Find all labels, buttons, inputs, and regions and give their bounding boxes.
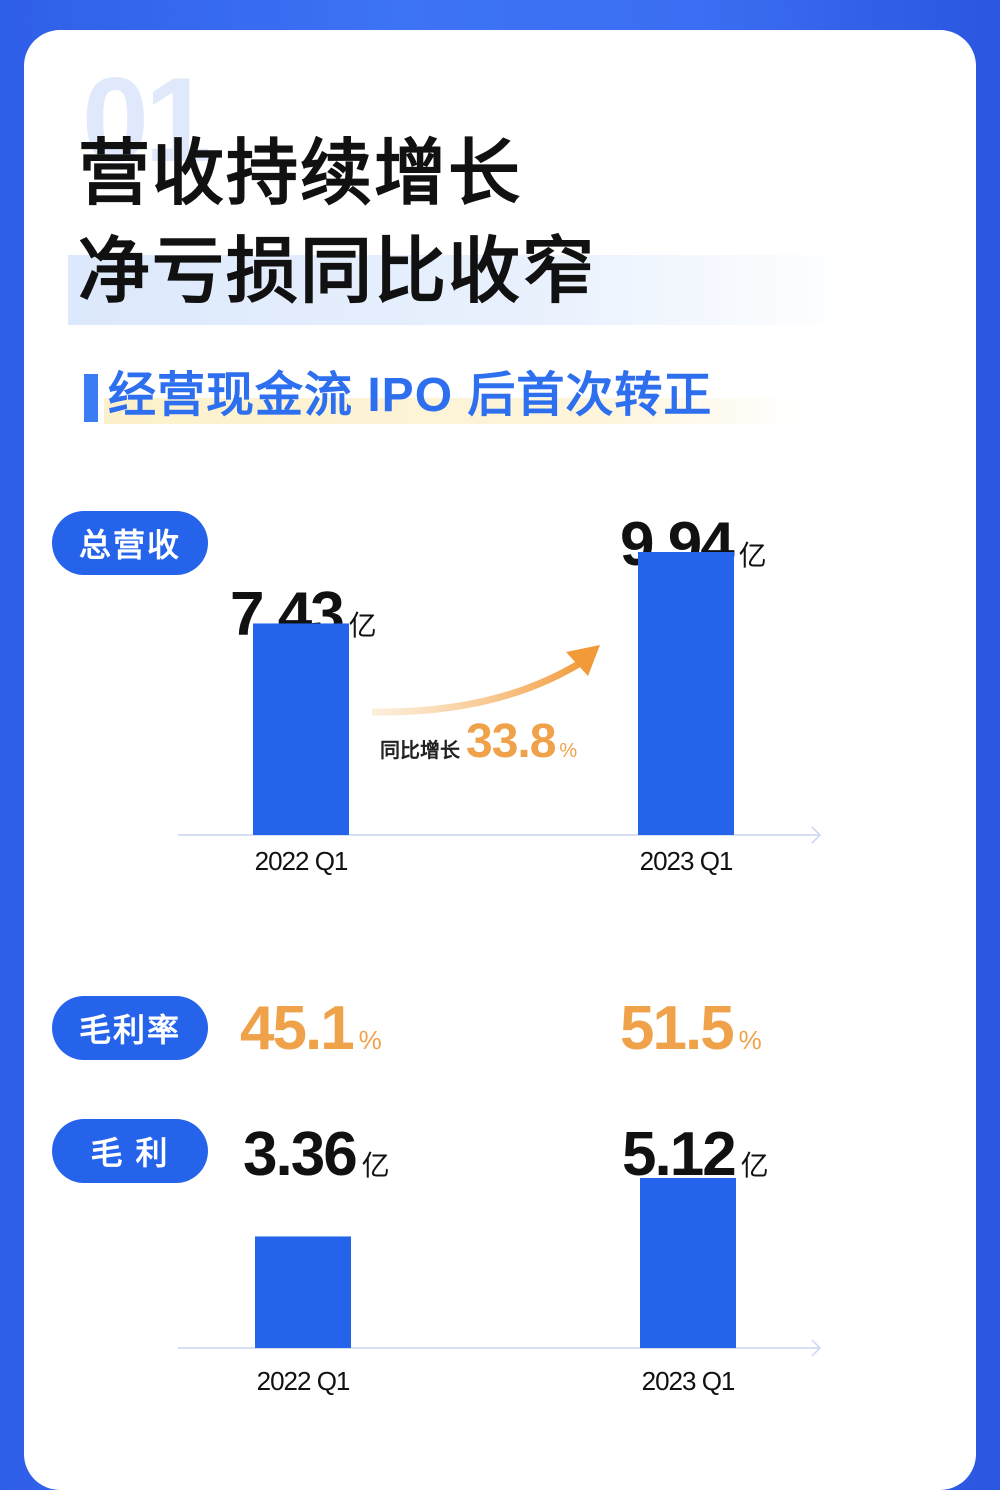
- subtitle: 经营现金流 IPO 后首次转正: [108, 369, 713, 422]
- charts-layer: 2022 Q1 2023 Q1 2022 Q1 2023 Q1: [178, 552, 822, 1396]
- growth-arrow-head: [566, 645, 600, 676]
- revenue-growth: 同比增长 33.8%: [380, 718, 577, 766]
- growth-unit: %: [559, 740, 578, 762]
- revenue-x-tick-label: 2023 Q1: [640, 846, 733, 876]
- growth-arrow-line: [371, 657, 587, 716]
- subtitle-accent-bar: [84, 374, 98, 422]
- gross-margin-2022-unit: %: [358, 1025, 382, 1055]
- gross-profit-pill: 毛 利: [52, 1119, 208, 1183]
- revenue-value-2022-unit: 亿: [348, 610, 377, 641]
- gross-profit-value-2023-number: 5.12: [622, 1120, 737, 1189]
- gross-profit-chart: 2022 Q1 2023 Q1: [178, 1178, 822, 1396]
- background-number: 01: [82, 53, 211, 187]
- title-line-1: 营收持续增长: [78, 134, 523, 214]
- gross-margin-2023-number: 51.5: [620, 994, 735, 1063]
- gross-profit-bar-1: [255, 1236, 351, 1348]
- gross-profit-value-2022-unit: 亿: [361, 1150, 390, 1181]
- gross-profit-value-2023-unit: 亿: [740, 1150, 769, 1181]
- growth-value: 33.8: [466, 715, 556, 768]
- revenue-x-tick-label: 2022 Q1: [255, 846, 348, 876]
- revenue-bar-1: [253, 623, 349, 835]
- subtitle-highlight: [104, 398, 804, 424]
- gross-profit-x-tick-label: 2022 Q1: [257, 1366, 350, 1396]
- revenue-value-2023-unit: 亿: [738, 540, 767, 571]
- gross-profit-bar-2: [640, 1178, 736, 1348]
- title-highlight: [68, 255, 858, 325]
- gross-margin-2022-number: 45.1: [240, 994, 355, 1063]
- gross-profit-axis-arrow: [811, 1339, 822, 1357]
- gross-profit-value-2022-number: 3.36: [243, 1120, 358, 1189]
- gross-profit-value-2022: 3.36 亿: [243, 1124, 390, 1186]
- revenue-bar-2: [638, 552, 734, 835]
- gross-margin-2023: 51.5%: [620, 998, 762, 1060]
- revenue-pill: 总营收: [52, 511, 208, 575]
- gross-margin-2023-unit: %: [738, 1025, 762, 1055]
- gross-margin-2022: 45.1%: [240, 998, 382, 1060]
- gross-margin-pill: 毛利率: [52, 996, 208, 1060]
- title-line-2: 净亏损同比收窄: [78, 232, 597, 312]
- growth-label: 同比增长: [380, 740, 460, 762]
- revenue-axis-arrow: [811, 826, 822, 844]
- gross-profit-x-tick-label: 2023 Q1: [642, 1366, 735, 1396]
- gross-profit-value-2023: 5.12 亿: [622, 1124, 769, 1186]
- revenue-chart: 2022 Q1 2023 Q1: [178, 552, 822, 876]
